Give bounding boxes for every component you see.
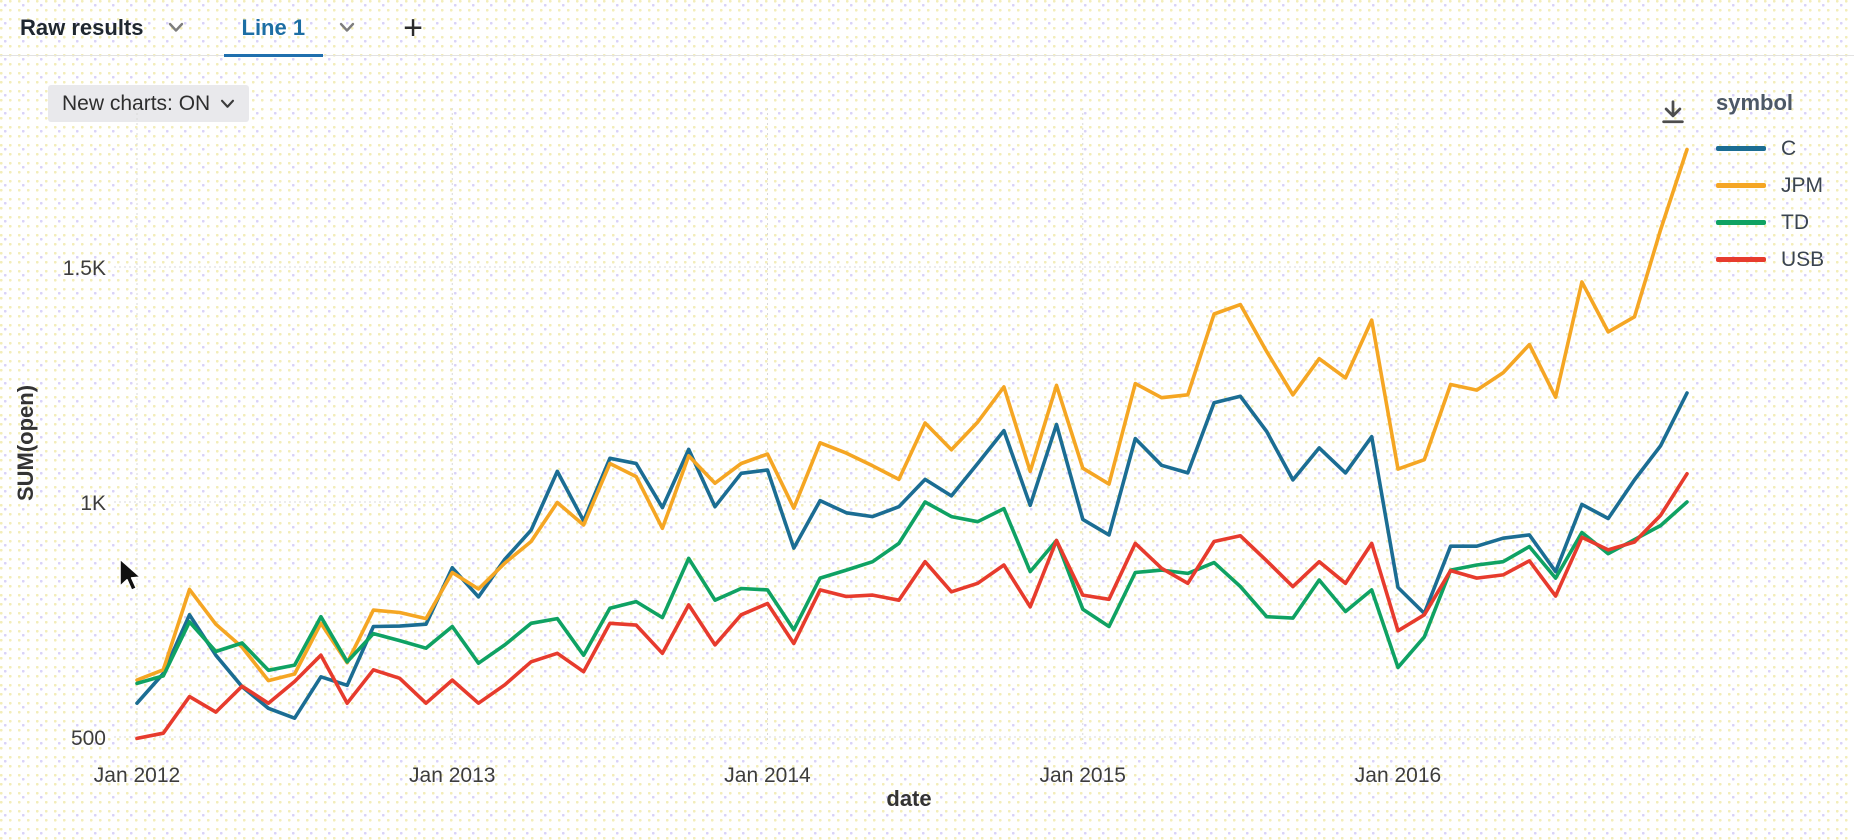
chevron-down-icon bbox=[339, 22, 355, 32]
download-button[interactable] bbox=[1654, 94, 1692, 132]
x-tick-label: Jan 2016 bbox=[1355, 764, 1441, 787]
legend-label: C bbox=[1781, 136, 1797, 160]
legend-swatch-TD bbox=[1716, 220, 1766, 225]
legend-items: C JPM TD USB bbox=[1716, 130, 1824, 278]
legend: symbol C JPM TD USB bbox=[1716, 90, 1824, 278]
legend-label: USB bbox=[1781, 247, 1825, 271]
legend-item-TD: TD bbox=[1716, 204, 1824, 241]
y-tick-label: 500 bbox=[71, 727, 106, 750]
chevron-down-icon bbox=[168, 22, 183, 32]
add-chart-tab-button[interactable]: + bbox=[403, 8, 423, 47]
y-tick-label: 1.5K bbox=[63, 257, 106, 280]
series-line-JPM[interactable] bbox=[135, 147, 1689, 683]
x-tick-label: Jan 2014 bbox=[724, 764, 811, 787]
tab-raw-results-menu-button[interactable] bbox=[168, 22, 184, 33]
axis-tick-labels: 500 1K 1.5K Jan 2012 Jan 2013 Jan 2014 Jan 201… bbox=[63, 257, 1441, 787]
chevron-down-icon bbox=[221, 99, 235, 108]
chart-gridlines bbox=[114, 108, 1704, 744]
new-charts-toggle-label: New charts: ON bbox=[62, 91, 211, 115]
legend-label: JPM bbox=[1781, 173, 1823, 197]
series-line-TD[interactable] bbox=[135, 500, 1689, 686]
x-tick-label: Jan 2012 bbox=[94, 764, 180, 787]
y-axis-title: SUM(open) bbox=[13, 385, 38, 501]
legend-item-USB: USB bbox=[1716, 241, 1824, 278]
tab-bar: Raw results Line 1 + bbox=[0, 0, 1854, 57]
tab-line-1[interactable]: Line 1 bbox=[223, 0, 324, 57]
tab-line-1-label: Line 1 bbox=[241, 14, 306, 40]
tab-raw-results-label: Raw results bbox=[20, 14, 144, 40]
series-line-C[interactable] bbox=[135, 391, 1689, 721]
tab-line-1-menu-button[interactable] bbox=[339, 22, 355, 33]
download-icon bbox=[1662, 100, 1684, 124]
y-tick-label: 1K bbox=[80, 492, 106, 515]
legend-title: symbol bbox=[1716, 90, 1794, 115]
legend-item-C: C bbox=[1716, 130, 1824, 167]
new-charts-toggle[interactable]: New charts: ON bbox=[48, 85, 250, 122]
legend-label: TD bbox=[1781, 210, 1809, 234]
legend-swatch-C bbox=[1716, 146, 1766, 151]
x-tick-label: Jan 2013 bbox=[409, 764, 495, 787]
mouse-cursor bbox=[118, 558, 145, 599]
tab-raw-results[interactable]: Raw results bbox=[20, 15, 144, 41]
legend-swatch-JPM bbox=[1716, 183, 1766, 188]
series-line-USB[interactable] bbox=[135, 471, 1689, 741]
legend-item-JPM: JPM bbox=[1716, 167, 1824, 204]
x-tick-label: Jan 2015 bbox=[1040, 764, 1126, 787]
x-axis-title: date bbox=[886, 786, 931, 811]
active-tab-underline bbox=[223, 53, 324, 57]
legend-swatch-USB bbox=[1716, 257, 1766, 262]
